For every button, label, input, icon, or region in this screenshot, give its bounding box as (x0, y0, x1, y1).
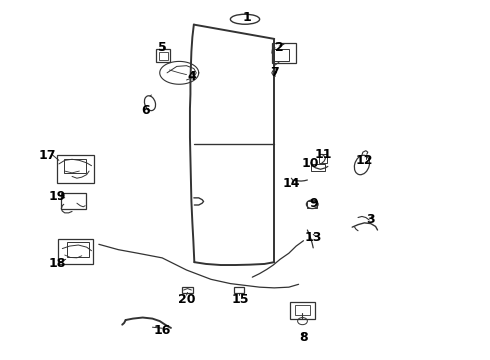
Text: 16: 16 (153, 324, 171, 337)
Bar (67, 242, 89, 257)
Bar (272, 43, 295, 63)
Text: 7: 7 (270, 66, 279, 79)
Text: 8: 8 (299, 331, 308, 344)
Text: 17: 17 (39, 149, 56, 162)
Text: 4: 4 (187, 70, 196, 83)
Text: 3: 3 (367, 213, 375, 226)
Bar (290, 302, 315, 319)
Bar (307, 201, 317, 208)
Text: 1: 1 (243, 11, 252, 24)
Text: 11: 11 (314, 148, 332, 162)
Bar (159, 52, 168, 60)
Bar (182, 287, 193, 293)
Text: 12: 12 (356, 154, 373, 167)
Bar (295, 305, 310, 315)
Text: 5: 5 (158, 41, 167, 54)
Bar (319, 154, 327, 163)
Text: 10: 10 (302, 157, 319, 170)
Text: 15: 15 (231, 293, 249, 306)
Bar (311, 164, 325, 171)
Text: 2: 2 (275, 41, 284, 54)
Text: 14: 14 (283, 177, 300, 190)
Text: 9: 9 (309, 197, 318, 210)
Bar (65, 158, 86, 173)
Bar (58, 239, 93, 264)
Bar (57, 156, 94, 183)
Text: 13: 13 (304, 231, 322, 244)
Text: 6: 6 (141, 104, 149, 117)
Bar (274, 49, 289, 61)
Text: 20: 20 (178, 293, 196, 306)
Bar (61, 193, 86, 210)
Text: 18: 18 (49, 257, 66, 270)
Bar (156, 49, 171, 63)
Text: 19: 19 (49, 190, 66, 203)
Bar (234, 287, 244, 293)
